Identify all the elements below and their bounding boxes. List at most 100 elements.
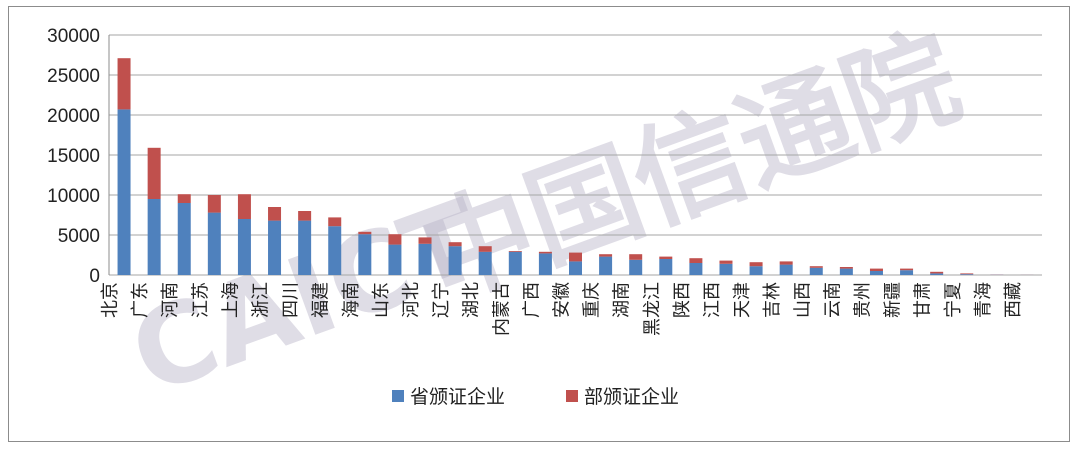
bar-segment-ministry: [538, 251, 552, 254]
bar-segment-ministry: [328, 217, 342, 227]
x-tick-label: 山西: [792, 282, 813, 318]
x-tick-label: 贵州: [852, 282, 873, 318]
x-tick-label: 新疆: [883, 282, 904, 318]
x-tick-label: 江苏: [190, 282, 211, 318]
bar-segment-provincial: [719, 263, 733, 275]
bar-segment-provincial: [207, 212, 221, 275]
bar-segment-provincial: [237, 219, 251, 275]
x-tick-label: 江西: [702, 282, 723, 318]
x-tick-label: 广西: [521, 282, 542, 318]
bar-segment-ministry: [689, 258, 703, 263]
y-tick-label: 25000: [47, 66, 100, 87]
x-tick-label: 西藏: [1003, 282, 1024, 318]
x-tick-label: 湖北: [461, 282, 482, 318]
bar-segment-provincial: [147, 199, 161, 275]
y-tick-label: 30000: [47, 26, 100, 47]
bar-segment-provincial: [689, 263, 703, 275]
bar-segment-provincial: [358, 234, 372, 275]
bar-segment-provincial: [960, 274, 974, 275]
bar-segment-ministry: [599, 254, 613, 257]
bar-segment-provincial: [900, 270, 914, 275]
x-tick-label: 青海: [973, 282, 994, 318]
y-tick-label: 0: [89, 266, 100, 287]
legend-label: 省颁证企业: [410, 386, 505, 408]
bar-segment-provincial: [779, 264, 793, 275]
x-tick-label: 河南: [160, 282, 181, 318]
x-tick-label: 上海: [220, 282, 241, 318]
bar-segment-provincial: [448, 246, 462, 275]
y-tick-label: 20000: [47, 106, 100, 127]
y-tick-label: 15000: [47, 146, 100, 167]
bar-segment-ministry: [237, 194, 251, 219]
bar-segment-ministry: [298, 211, 312, 221]
bar-segment-ministry: [809, 266, 823, 268]
bar-segment-ministry: [900, 268, 914, 271]
y-tick-label: 5000: [58, 226, 100, 247]
x-tick-label: 天津: [732, 282, 753, 318]
legend: 省颁证企业 部颁证企业: [392, 386, 679, 408]
bar-segment-provincial: [659, 259, 673, 275]
legend-label: 部颁证企业: [584, 386, 679, 408]
bar-segment-ministry: [569, 252, 582, 262]
bar-segment-provincial: [839, 268, 853, 275]
x-tick-label: 河北: [401, 282, 422, 318]
x-tick-label: 海南: [341, 282, 362, 318]
bar-segment-ministry: [177, 194, 191, 203]
bar-segment-ministry: [749, 262, 763, 267]
y-tick-label: 10000: [47, 186, 100, 207]
bar-segment-provincial: [177, 203, 191, 275]
x-tick-label: 湖南: [612, 282, 633, 318]
bar-segment-ministry: [659, 256, 673, 259]
x-tick-label: 四川: [281, 282, 302, 318]
bar-segment-ministry: [779, 261, 793, 265]
legend-swatch: [566, 390, 578, 402]
bar-segment-ministry: [629, 254, 643, 260]
legend-swatch: [392, 390, 404, 402]
bar-segment-ministry: [448, 242, 462, 247]
bar-segment-ministry: [147, 147, 161, 199]
x-tick-label: 安徽: [552, 282, 573, 318]
bar-segment-provincial: [508, 251, 522, 275]
x-tick-label: 重庆: [582, 282, 603, 318]
bar-segment-provincial: [388, 244, 402, 275]
bar-segment-provincial: [328, 226, 342, 275]
bar-segment-ministry: [358, 231, 372, 235]
x-tick-label: 甘肃: [913, 282, 934, 318]
bar-segment-provincial: [749, 266, 763, 275]
x-tick-label: 北京: [100, 282, 121, 318]
bar-segment-ministry: [960, 273, 974, 275]
bar-segment-provincial: [629, 259, 643, 275]
chart-frame: [8, 6, 1070, 442]
bar-segment-provincial: [538, 253, 552, 275]
x-tick-label: 陕西: [672, 282, 693, 318]
x-tick-label: 山东: [371, 282, 392, 318]
x-tick-label: 云南: [822, 282, 843, 318]
bar-segment-ministry: [268, 207, 282, 221]
x-tick-label: 内蒙古: [491, 282, 512, 336]
bar-segment-provincial: [268, 220, 282, 275]
bar-segment-provincial: [569, 261, 582, 275]
x-tick-label: 宁夏: [943, 282, 964, 318]
x-tick-label: 黑龙江: [642, 282, 663, 336]
bar-segment-ministry: [930, 271, 944, 274]
bar-segment-provincial: [930, 273, 944, 275]
bar-segment-provincial: [478, 251, 492, 275]
x-tick-label: 浙江: [251, 282, 272, 318]
bar-segment-ministry: [207, 195, 221, 213]
bar-segment-ministry: [117, 58, 131, 110]
bar-segment-provincial: [298, 220, 312, 275]
bar-segment-provincial: [869, 271, 883, 275]
x-tick-label: 吉林: [762, 282, 783, 318]
bar-segment-ministry: [478, 246, 492, 252]
x-tick-label: 福建: [311, 282, 332, 318]
bar-segment-ministry: [508, 251, 522, 252]
bar-segment-provincial: [599, 256, 613, 275]
bar-segment-provincial: [809, 267, 823, 275]
x-tick-label: 广东: [130, 282, 151, 318]
bar-segment-ministry: [869, 268, 883, 271]
bar-segment-provincial: [117, 109, 131, 276]
bar-segment-provincial: [418, 243, 432, 275]
bar-segment-ministry: [388, 234, 402, 245]
bar-segment-ministry: [839, 267, 853, 269]
